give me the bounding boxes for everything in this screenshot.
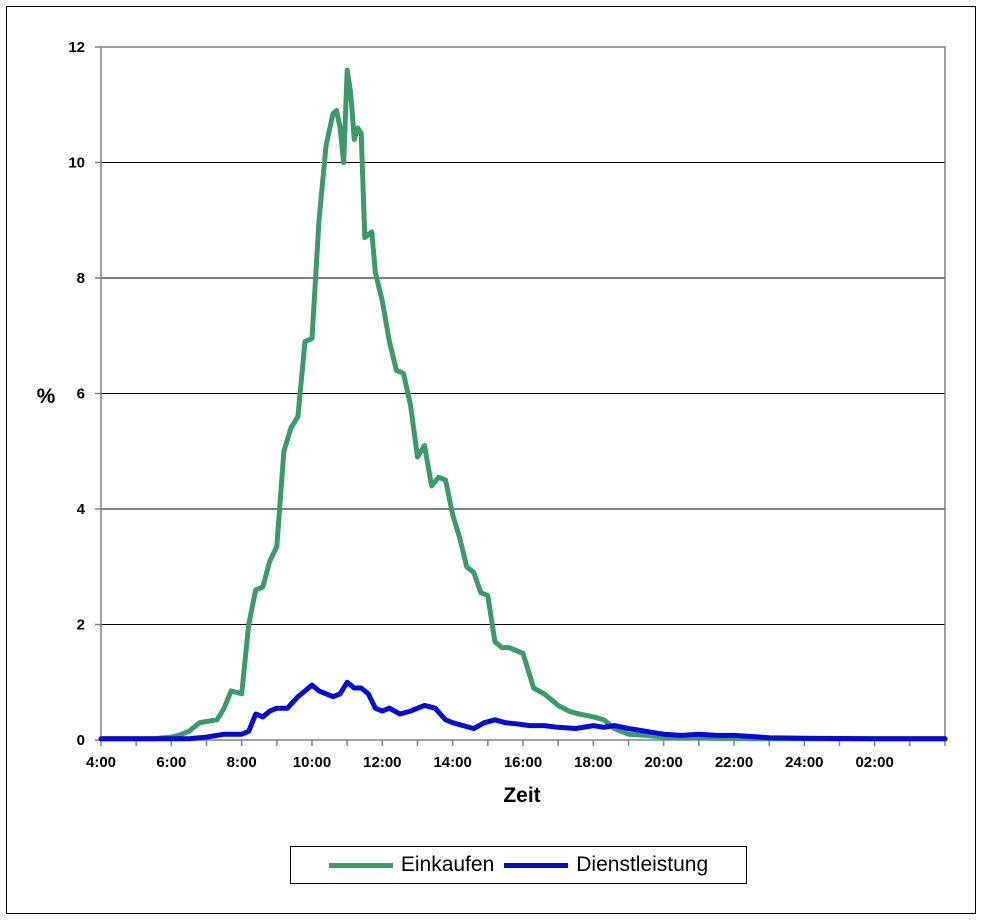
x-tick-label: 24:00 [785,754,823,771]
x-tick-label: 18:00 [574,754,612,771]
x-tick-label: 02:00 [855,754,893,771]
legend-swatch-dienstleistung [504,862,569,868]
x-tick-label: 20:00 [644,754,682,771]
y-tick-label: 2 [77,617,85,634]
legend-entry-einkaufen: Einkaufen [328,853,495,877]
x-tick-label: 8:00 [227,754,257,771]
x-tick-label: 10:00 [293,754,331,771]
x-axis-ticks: 4:00 6:00 8:00 10:00 12:00 14:00 16:00 18:00 20:… [86,740,946,771]
y-axis-ticks: 0 2 4 6 8 10 12 [68,39,101,749]
y-tick-label: 6 [77,386,85,403]
legend: Einkaufen Dienstleistung [290,846,747,884]
x-axis-title: Zeit [503,784,540,807]
y-tick-label: 12 [68,39,85,56]
y-tick-label: 0 [77,732,85,749]
grid-lines [101,162,945,625]
legend-label-dienstleistung: Dienstleistung [576,853,709,876]
y-tick-label: 4 [77,501,86,518]
x-tick-label: 14:00 [433,754,471,771]
series-lines [98,67,948,742]
x-tick-label: 16:00 [504,754,542,771]
y-tick-label: 8 [77,270,85,287]
y-axis-title: % [37,385,56,408]
chart-frame [6,6,976,914]
x-tick-label: 4:00 [86,754,116,771]
x-tick-label: 22:00 [715,754,753,771]
legend-swatch-einkaufen [328,862,393,868]
series-line-einkaufen [98,67,948,742]
x-tick-label: 6:00 [156,754,186,771]
x-tick-label: 12:00 [363,754,401,771]
legend-label-einkaufen: Einkaufen [400,853,495,876]
series-line-dienstleistung [98,679,948,742]
legend-entry-dienstleistung: Dienstleistung [504,853,708,877]
y-tick-label: 10 [68,155,85,172]
